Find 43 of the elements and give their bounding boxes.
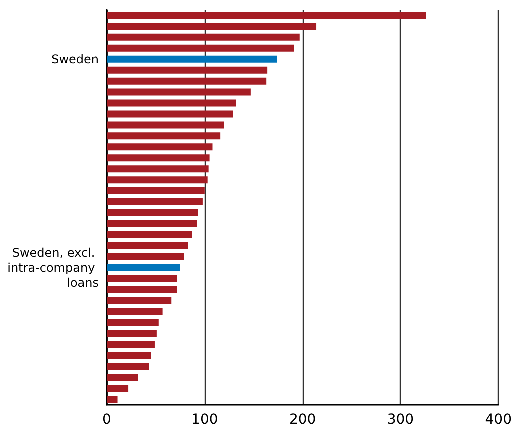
bar (107, 66, 268, 74)
bar (107, 275, 178, 282)
bar (107, 88, 251, 96)
x-tick-label: 400 (485, 412, 512, 428)
bar (107, 231, 192, 238)
bar (107, 144, 213, 151)
bar (107, 44, 294, 52)
bar (107, 166, 209, 173)
bar (107, 374, 138, 382)
bar (107, 319, 159, 326)
bar (107, 396, 118, 404)
bar (107, 122, 224, 129)
y-tick-label: Sweden, excl. intra-company loans (8, 246, 99, 290)
bar (107, 297, 172, 304)
bar (107, 154, 210, 162)
bar (107, 330, 157, 338)
bar (107, 264, 180, 272)
bar (107, 363, 150, 370)
bar (107, 308, 163, 316)
bar (107, 286, 178, 294)
bar (107, 132, 221, 140)
x-tick-label: 100 (192, 412, 218, 428)
bar (107, 12, 426, 19)
bar (107, 22, 317, 30)
bar (107, 341, 155, 348)
bar (107, 110, 234, 118)
bar (107, 188, 205, 195)
x-tick-label: 200 (289, 412, 316, 428)
bar (107, 352, 152, 360)
x-tick-label: 0 (102, 412, 112, 428)
bar (107, 34, 300, 41)
bar (107, 78, 267, 85)
bar (107, 242, 188, 250)
bar (107, 56, 278, 63)
bar (107, 198, 203, 206)
bar (107, 220, 198, 228)
x-tick-label: 300 (387, 412, 414, 428)
bar (107, 100, 236, 107)
y-tick-label: Sweden (52, 52, 99, 66)
bar (107, 176, 208, 184)
bar (107, 253, 184, 260)
bar (107, 385, 129, 392)
bar (107, 209, 198, 216)
